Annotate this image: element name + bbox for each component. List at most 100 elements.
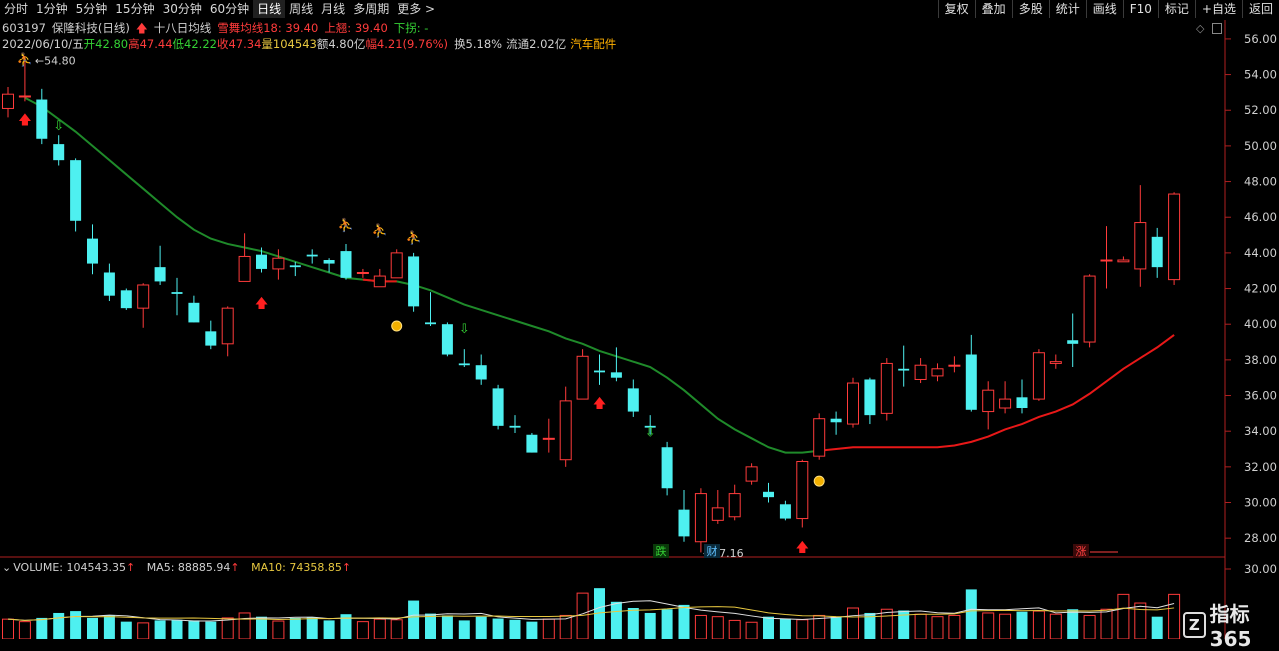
quote-change: 幅4.21(9.76%) <box>365 37 449 51</box>
up-turn-value: 上翘: 39.40 <box>324 21 388 35</box>
y-tick-label: 28.00 <box>1244 531 1277 545</box>
candle-body <box>137 284 150 309</box>
period-tab-3[interactable]: 15分钟 <box>115 2 155 16</box>
toolbar-button-0[interactable]: 复权 <box>937 0 975 18</box>
cai-tag: 财 <box>707 544 718 558</box>
volume-dropdown-icon[interactable]: ⌄ <box>2 561 12 574</box>
candle-body <box>1067 340 1079 344</box>
coin-icon <box>391 320 403 332</box>
volume-bar <box>542 618 555 639</box>
period-tab-5[interactable]: 60分钟 <box>209 2 250 16</box>
candle-body <box>559 400 572 461</box>
volume-bar <box>238 612 251 639</box>
volume-bar <box>458 620 470 639</box>
candle-body <box>931 368 944 377</box>
period-tab-7[interactable]: 周线 <box>289 2 314 16</box>
candle-body <box>1151 236 1163 268</box>
stock-name[interactable]: 保隆科技(日线) <box>51 21 130 35</box>
volume-bar <box>1083 614 1096 639</box>
candle-body <box>594 370 605 373</box>
period-tab-2[interactable]: 5分钟 <box>75 2 108 16</box>
volume-bar <box>188 620 200 639</box>
down-turn-value: 下拐: - <box>393 21 429 35</box>
period-tab-8[interactable]: 月线 <box>321 2 346 16</box>
quote-sector[interactable]: 汽车配件 <box>570 37 617 51</box>
quote-close: 收47.34 <box>216 37 262 51</box>
candle-body <box>1134 222 1147 270</box>
quote-high: 高47.44 <box>128 37 173 51</box>
volume-bar <box>779 618 791 639</box>
period-tab-10[interactable]: 更多 > <box>397 2 436 16</box>
period-tab-4[interactable]: 30分钟 <box>162 2 202 16</box>
candle-body <box>1168 193 1181 281</box>
sell-arrow-icon: ⇩ <box>53 119 64 134</box>
candle-body <box>356 271 369 274</box>
volume-bar <box>492 618 504 639</box>
toolbar-button-1[interactable]: 叠加 <box>974 0 1012 18</box>
sell-arrow-icon: ⇩ <box>645 426 656 441</box>
quote-date: 2022/06/10/五 <box>2 37 84 51</box>
volume-bar <box>880 608 893 639</box>
volume-bar <box>1100 608 1113 639</box>
toolbar-button-4[interactable]: 画线 <box>1085 0 1123 18</box>
high-price-label: ←54.80 <box>35 54 76 67</box>
volume-tick-label: 30.00 <box>1244 562 1277 576</box>
y-tick-label: 54.00 <box>1244 68 1277 82</box>
candle-body <box>678 509 690 537</box>
candle-body <box>154 267 166 282</box>
period-tab-9[interactable]: 多周期 <box>353 2 390 16</box>
period-tab-6[interactable]: 日线 <box>253 0 286 18</box>
toolbar-button-7[interactable]: +自选 <box>1194 0 1242 18</box>
candle-body <box>728 493 741 518</box>
y-tick-label: 46.00 <box>1244 210 1277 224</box>
indicator-name[interactable]: 十八日均线 <box>153 21 212 35</box>
quote-open: 开42.80 <box>83 37 129 51</box>
toolbar-button-5[interactable]: F10 <box>1122 0 1158 18</box>
candle-body <box>914 364 927 380</box>
up-arrow-icon: 🡅 <box>135 21 148 35</box>
ma10-value: MA10: 74358.85 <box>251 561 342 574</box>
volume-bar <box>1032 610 1045 639</box>
top-bar: 分时 1分钟 5分钟 15分钟 30分钟 60分钟 日线 周线 月线 多周期 更多 > 复权 叠加 多股… <box>0 0 1279 18</box>
volume-bar <box>594 588 605 639</box>
candle-body <box>475 365 487 380</box>
volume-bar <box>847 607 859 639</box>
volume-bar <box>323 620 335 639</box>
period-tab-1[interactable]: 1分钟 <box>36 2 68 16</box>
candle-body <box>323 260 335 264</box>
diamond-icon[interactable]: ◇ <box>1196 22 1205 35</box>
window-icon[interactable] <box>1212 23 1222 34</box>
candle-body <box>661 447 673 489</box>
period-tab-0[interactable]: 分时 <box>4 2 29 16</box>
toolbar-button-3[interactable]: 统计 <box>1048 0 1086 18</box>
volume-bar <box>171 619 183 639</box>
volume-bar <box>390 619 403 639</box>
toolbar-button-8[interactable]: 返回 <box>1241 0 1279 18</box>
toolbar-button-6[interactable]: 标记 <box>1157 0 1195 18</box>
stock-code[interactable]: 603197 <box>2 21 46 35</box>
volume-bar <box>221 617 234 639</box>
candle-body <box>999 398 1012 409</box>
candle-body <box>171 292 183 294</box>
volume-bar <box>898 610 910 639</box>
toolbar-button-2[interactable]: 多股 <box>1011 0 1049 18</box>
volume-bar <box>610 601 622 639</box>
buy-arrow-icon: 🡅 <box>796 541 809 556</box>
candle-body <box>458 363 470 366</box>
candle-body <box>390 252 403 279</box>
volume-bar <box>356 621 369 639</box>
candle-body <box>965 354 977 410</box>
candle-body <box>763 491 774 498</box>
volume-bar <box>745 621 758 639</box>
y-tick-label: 34.00 <box>1244 424 1277 438</box>
quote-volume: 量104543 <box>261 37 317 51</box>
volume-bar <box>272 620 285 639</box>
logo: Z 指标365 <box>1183 598 1279 651</box>
volume-header: ⌄ VOLUME: 104543.35↑ MA5: 88885.94↑ MA10:… <box>2 561 359 574</box>
candle-body <box>644 425 656 428</box>
volume-bar <box>425 613 436 639</box>
volume-bar <box>373 618 386 639</box>
candle-body <box>256 254 267 269</box>
candle-body <box>847 382 859 425</box>
